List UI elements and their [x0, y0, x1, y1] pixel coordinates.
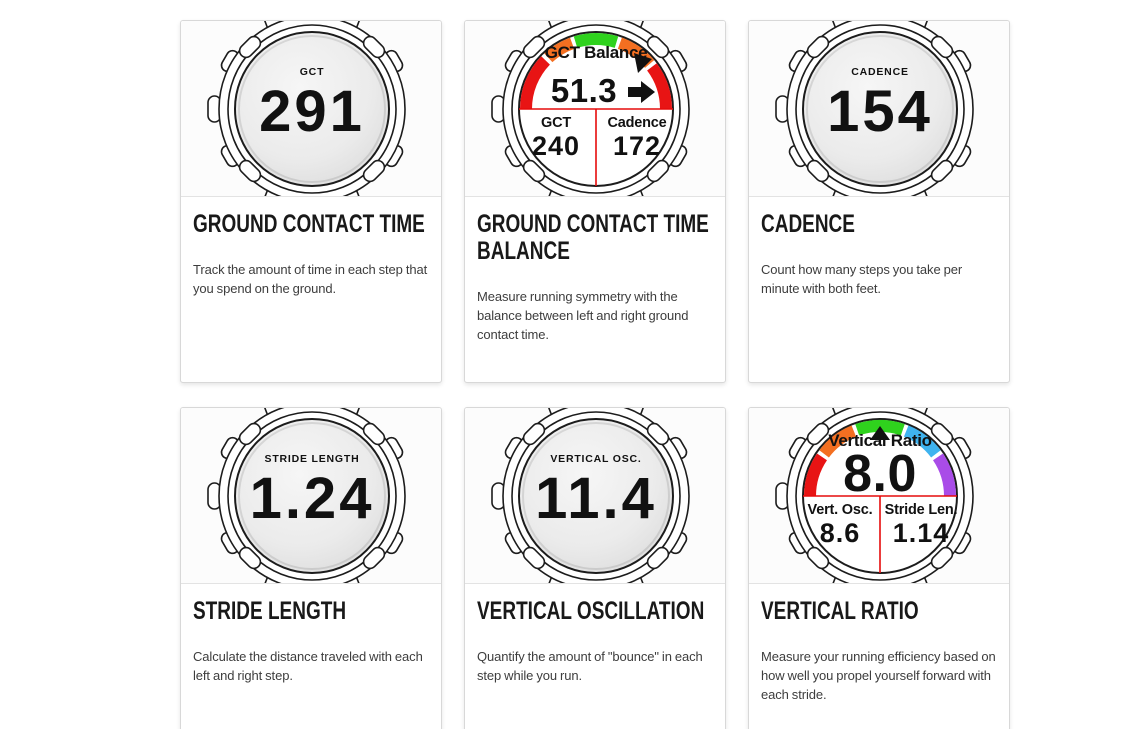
watch-face — [234, 418, 390, 574]
card-body: VERTICAL OSCILLATION Quantify the amount… — [465, 584, 725, 723]
watch-illustration-vertical-ratio: Vertical Ratio 8.0 Vert. Osc. 8.6 Stride… — [775, 408, 974, 583]
watch-image-area: GCT Balance 51.3 GCT 240 Cadence 172 — [465, 21, 725, 197]
gauge-arc-purple — [932, 453, 956, 497]
watch-face-rim — [806, 35, 954, 183]
metric-label: GCT Balance — [545, 43, 648, 62]
card-body: CADENCE Count how many steps you take pe… — [749, 197, 1009, 336]
gauge-pointer-icon — [634, 53, 652, 73]
right-arrow-icon — [628, 81, 655, 103]
watch-illustration-stride-length: STRIDE LENGTH 1.24 — [207, 408, 406, 583]
card-title: CADENCE — [761, 210, 855, 238]
watch-face — [518, 418, 674, 574]
watch-face-rim — [238, 422, 386, 570]
watch-image-area: Vertical Ratio 8.0 Vert. Osc. 8.6 Stride… — [749, 408, 1009, 584]
metric-value: 1.24 — [250, 466, 375, 531]
watch-image-area: CADENCE 154 — [749, 21, 1009, 197]
watch-image-area: STRIDE LENGTH 1.24 — [181, 408, 441, 584]
watch-illustration-gct-balance: GCT Balance 51.3 GCT 240 Cadence 172 — [491, 21, 690, 196]
subfield-left: GCT 240 — [532, 115, 580, 161]
card-description: Measure running symmetry with the balanc… — [477, 289, 689, 342]
metric-value: 291 — [259, 79, 365, 144]
watch-illustration-gct: GCT 291 — [207, 21, 406, 196]
gauge-arc-orange — [819, 425, 857, 458]
card-description: Measure your running efficiency based on… — [761, 649, 996, 702]
watch-face — [234, 31, 390, 187]
gauge-arc-green — [573, 33, 619, 48]
card-description: Calculate the distance traveled with eac… — [193, 649, 423, 683]
metric-value: 8.0 — [843, 445, 917, 503]
card-description: Count how many steps you take per minute… — [761, 262, 963, 296]
gauge-arc-red-left — [520, 56, 551, 110]
metric-label: STRIDE LENGTH — [265, 453, 360, 465]
subfield-value: 8.6 — [820, 518, 861, 548]
card-description: Quantify the amount of "bounce" in each … — [477, 649, 703, 683]
metric-value: 154 — [827, 79, 933, 144]
watch-face-rim — [238, 35, 386, 183]
card-description: Track the amount of time in each step th… — [193, 262, 428, 296]
watch-image-area: VERTICAL OSC. 11.4 — [465, 408, 725, 584]
gauge-arc-red — [804, 453, 828, 497]
subfield-label: Cadence — [607, 115, 666, 131]
card-title: VERTICAL OSCILLATION — [477, 597, 705, 625]
subfield-label: Vert. Osc. — [808, 502, 873, 518]
subfield-label: GCT — [541, 115, 571, 131]
card-title: GROUND CONTACT TIME BALANCE — [477, 210, 709, 265]
metric-value: 11.4 — [535, 466, 657, 531]
card-title: VERTICAL RATIO — [761, 597, 919, 625]
metric-label: CADENCE — [851, 66, 909, 78]
metric-label: Vertical Ratio — [828, 431, 932, 450]
card-body: GROUND CONTACT TIME BALANCE Measure runn… — [465, 197, 725, 382]
subfield-right: Cadence 172 — [607, 115, 666, 161]
card-title: GROUND CONTACT TIME — [193, 210, 425, 238]
card-ground-contact-time: GCT 291 GROUND CONTACT TIME Track the am… — [180, 20, 442, 383]
feature-card-grid: GCT 291 GROUND CONTACT TIME Track the am… — [180, 20, 1136, 729]
watch-face — [802, 31, 958, 187]
card-stride-length: STRIDE LENGTH 1.24 STRIDE LENGTH Calcula… — [180, 407, 442, 729]
watch-illustration-vertical-oscillation: VERTICAL OSC. 11.4 — [491, 408, 690, 583]
subfield-right: Stride Len. 1.14 — [885, 502, 958, 548]
metric-label: VERTICAL OSC. — [550, 453, 641, 465]
card-body: STRIDE LENGTH Calculate the distance tra… — [181, 584, 441, 723]
card-title: STRIDE LENGTH — [193, 597, 347, 625]
gauge-pointer-icon — [870, 426, 890, 440]
subfield-left: Vert. Osc. 8.6 — [808, 502, 873, 548]
card-body: VERTICAL RATIO Measure your running effi… — [749, 584, 1009, 729]
card-body: GROUND CONTACT TIME Track the amount of … — [181, 197, 441, 336]
gauge-arc-blue — [903, 425, 941, 458]
subfield-value: 172 — [613, 131, 661, 161]
metric-value: 51.3 — [551, 72, 617, 109]
card-vertical-oscillation: VERTICAL OSC. 11.4 VERTICAL OSCILLATION … — [464, 407, 726, 729]
subfield-value: 1.14 — [893, 518, 950, 548]
subfield-value: 240 — [532, 131, 580, 161]
gauge-arc-red-right — [646, 63, 672, 110]
subfield-label: Stride Len. — [885, 502, 958, 518]
card-gct-balance: GCT Balance 51.3 GCT 240 Cadence 172 — [464, 20, 726, 383]
card-cadence: CADENCE 154 CADENCE Count how many steps… — [748, 20, 1010, 383]
metric-label: GCT — [300, 66, 325, 78]
gauge-arc-orange-left — [544, 37, 575, 63]
watch-image-area: GCT 291 — [181, 21, 441, 197]
card-vertical-ratio: Vertical Ratio 8.0 Vert. Osc. 8.6 Stride… — [748, 407, 1010, 729]
watch-illustration-cadence: CADENCE 154 — [775, 21, 974, 196]
watch-face-rim — [522, 422, 670, 570]
